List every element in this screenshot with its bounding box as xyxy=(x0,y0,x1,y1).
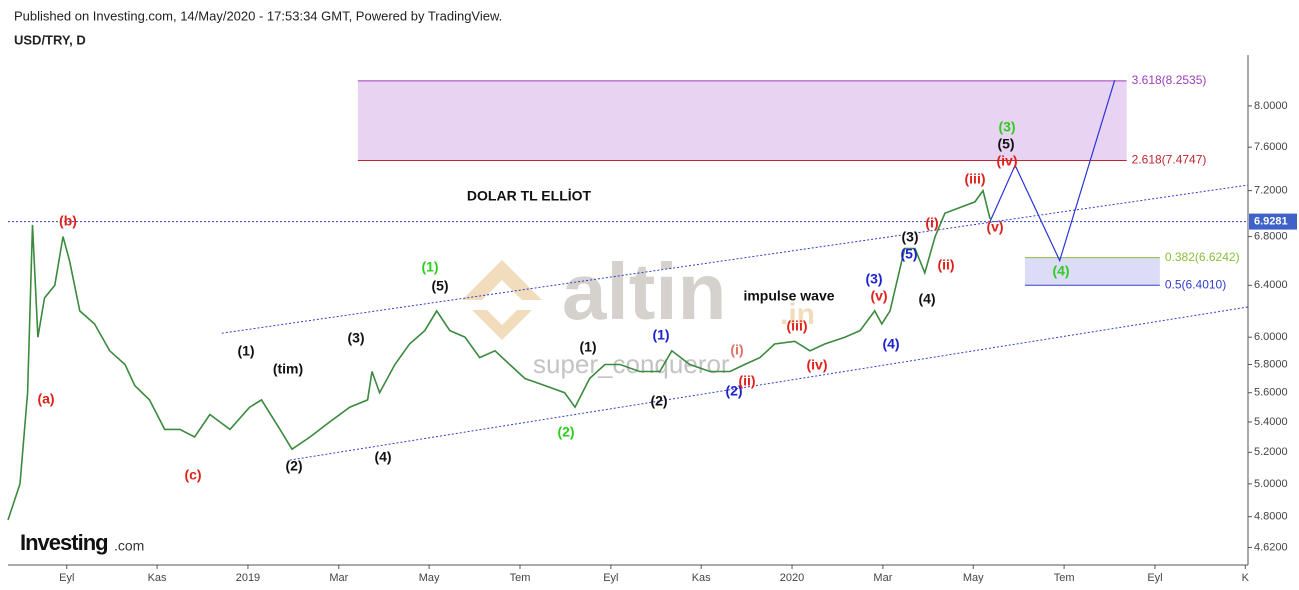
annotation: (i) xyxy=(925,215,938,231)
annotation: (iv) xyxy=(997,153,1018,169)
annotation: (5) xyxy=(997,136,1014,152)
watermark-icon xyxy=(462,260,542,340)
x-tick-label: K xyxy=(1242,572,1250,584)
y-tick-label: 5.0000 xyxy=(1254,478,1288,490)
x-tick-label: Mar xyxy=(873,572,892,584)
watermark-text: altin xyxy=(562,247,726,336)
annotation: (5) xyxy=(431,278,448,294)
x-tick-label: May xyxy=(963,572,984,584)
annotation: (3) xyxy=(347,330,364,346)
annotation: (v) xyxy=(986,219,1003,235)
x-tick-label: Eyl xyxy=(59,572,74,584)
annotation: (iii) xyxy=(787,318,808,334)
watermark-text: .in xyxy=(780,298,815,331)
annotation: (4) xyxy=(882,336,899,352)
annotation: (ii) xyxy=(738,373,755,389)
annotation: impulse wave xyxy=(743,288,834,304)
watermark-logo xyxy=(462,260,542,340)
x-tick-label: 2019 xyxy=(236,572,260,584)
annotation: (a) xyxy=(37,391,54,407)
annotation: (2) xyxy=(285,458,302,474)
x-tick-label: May xyxy=(419,572,440,584)
annotation: (2) xyxy=(557,424,574,440)
fib-label: 0.5(6.4010) xyxy=(1165,277,1226,291)
annotation: (1) xyxy=(237,343,254,359)
x-tick-label: Mar xyxy=(329,572,348,584)
x-tick-label: Eyl xyxy=(1147,572,1162,584)
fib-label: 3.618(8.2535) xyxy=(1132,73,1207,87)
x-tick-label: Tem xyxy=(510,572,531,584)
x-tick-label: 2020 xyxy=(780,572,804,584)
y-tick-label: 5.2000 xyxy=(1254,446,1288,458)
annotation: (4) xyxy=(918,291,935,307)
annotation: (i) xyxy=(730,342,743,358)
chart-title: USD/TRY, D xyxy=(14,32,86,47)
logo: .com xyxy=(114,538,144,554)
y-tick-label: 5.4000 xyxy=(1254,416,1288,428)
price-line xyxy=(7,188,991,521)
current-price-box xyxy=(1249,213,1297,230)
x-tick-label: Kas xyxy=(148,572,167,584)
annotation: (1) xyxy=(579,339,596,355)
y-tick-label: 6.8000 xyxy=(1254,230,1288,242)
fib-zone xyxy=(357,80,1127,161)
channel-line xyxy=(221,184,1249,334)
annotation: (5) xyxy=(900,246,917,262)
fib-label: 2.618(7.4747) xyxy=(1132,153,1207,167)
annotation: (v) xyxy=(870,288,887,304)
y-tick-label: 4.6200 xyxy=(1254,541,1288,553)
annotation: (2) xyxy=(650,393,667,409)
y-tick-label: 7.6000 xyxy=(1254,141,1288,153)
watermark-text: super_conqueror xyxy=(533,349,730,379)
annotation: (1) xyxy=(421,259,438,275)
annotation: (4) xyxy=(1052,263,1069,279)
y-tick-label: 7.2000 xyxy=(1254,185,1288,197)
x-tick-label: Tem xyxy=(1054,572,1075,584)
channel-line xyxy=(289,306,1249,461)
y-tick-label: 4.8000 xyxy=(1254,511,1288,523)
annotation: (2) xyxy=(725,383,742,399)
fib-label: 0.382(6.6242) xyxy=(1165,250,1240,264)
watermark: altin .in super_conqueror xyxy=(462,247,815,379)
y-tick-label: 5.6000 xyxy=(1254,387,1288,399)
annotation: DOLAR TL ELLİOT xyxy=(467,188,592,204)
subtitle: Published on Investing.com, 14/May/2020 … xyxy=(14,8,502,23)
x-tick-label: Kas xyxy=(692,572,711,584)
current-price-label: 6.9281 xyxy=(1254,215,1288,227)
y-tick-label: 5.8000 xyxy=(1254,358,1288,370)
annotation: (tim) xyxy=(273,361,303,377)
annotation: (ii) xyxy=(937,257,954,273)
annotation: (iii) xyxy=(965,171,986,187)
annotation: (3) xyxy=(998,119,1015,135)
annotation: (iv) xyxy=(807,357,828,373)
annotation: (3) xyxy=(901,229,918,245)
annotation: (4) xyxy=(374,449,391,465)
annotation: (c) xyxy=(184,467,201,483)
y-tick-label: 6.0000 xyxy=(1254,331,1288,343)
x-tick-label: Eyl xyxy=(603,572,618,584)
y-tick-label: 8.0000 xyxy=(1254,100,1288,112)
annotation: (3) xyxy=(865,271,882,287)
fib-zone xyxy=(1024,257,1160,286)
projection-line xyxy=(989,80,1116,263)
annotation: (1) xyxy=(652,327,669,343)
y-tick-label: 6.4000 xyxy=(1254,279,1288,291)
annotation: (b) xyxy=(59,213,77,229)
logo: Investing xyxy=(20,530,108,555)
